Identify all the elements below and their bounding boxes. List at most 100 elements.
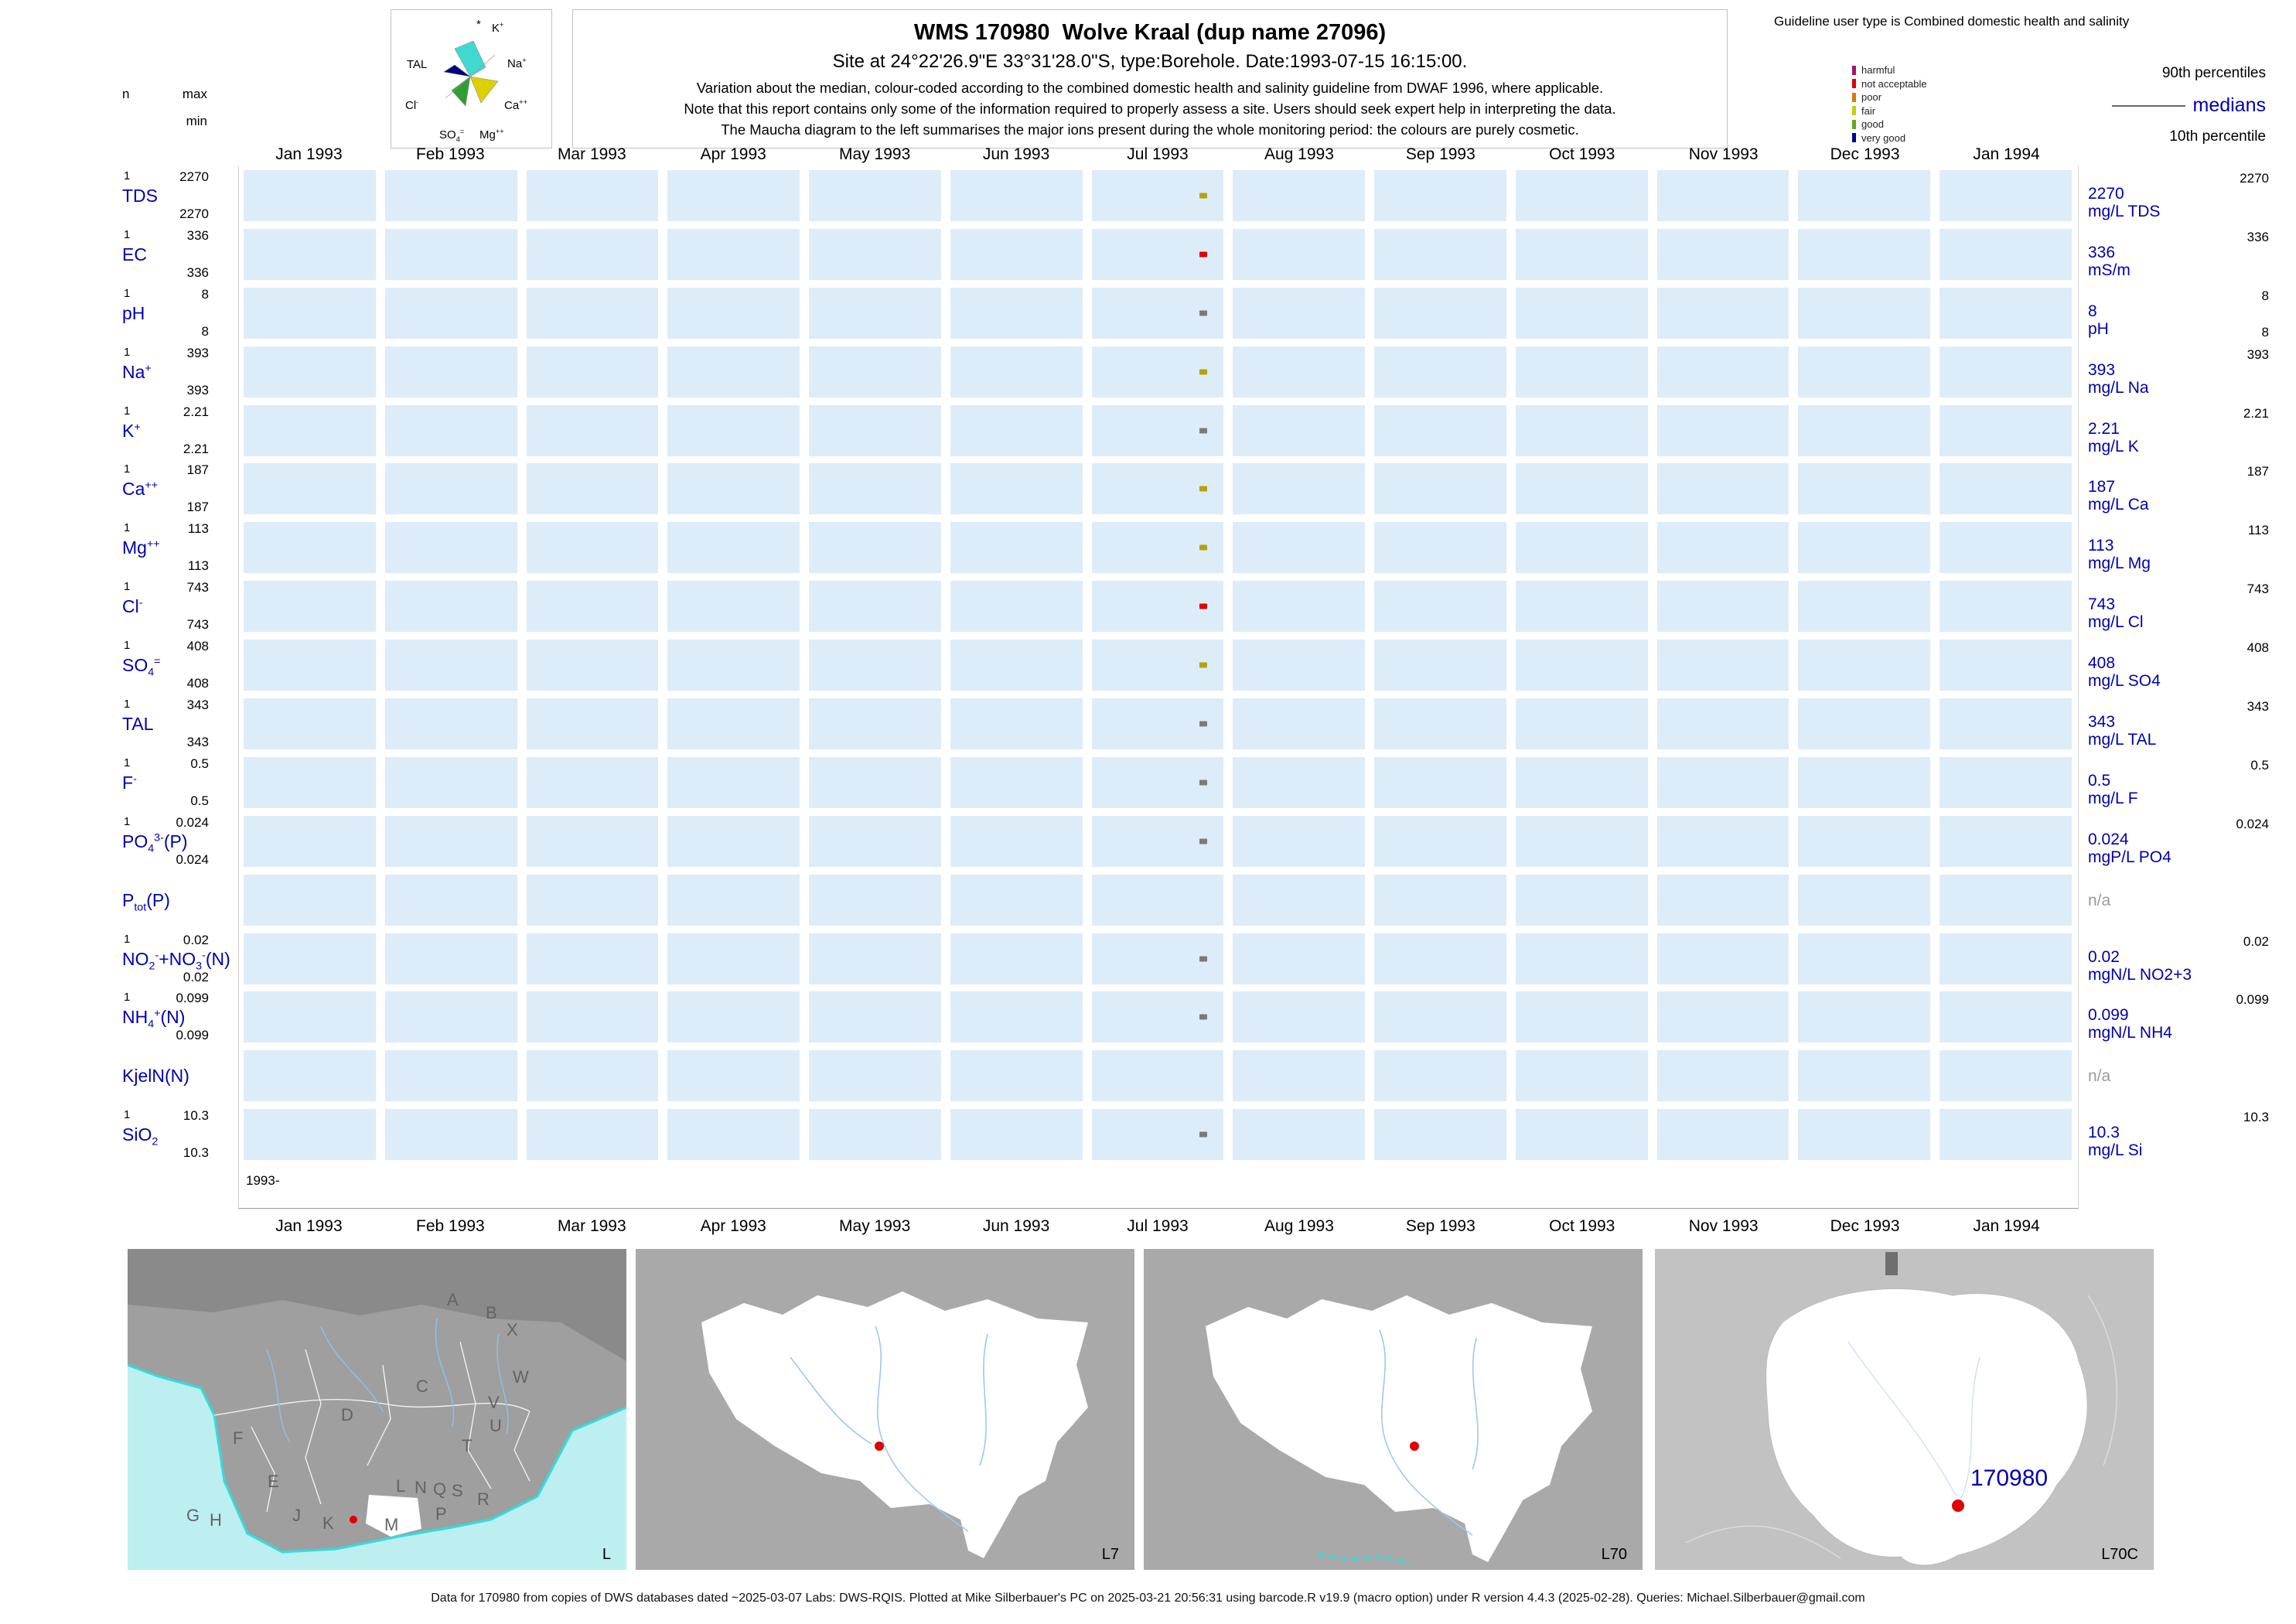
rivers bbox=[790, 1325, 988, 1532]
month-band bbox=[1798, 522, 1931, 574]
map-region-L70C: 170980 L70C bbox=[1655, 1249, 2154, 1570]
month-label: Oct 1993 bbox=[1549, 1217, 1615, 1235]
guideline-title: Guideline user type is Combined domestic… bbox=[1774, 14, 2130, 29]
row-left: 1 2270 TDS 2270 bbox=[122, 166, 209, 225]
month-band bbox=[1656, 404, 1789, 456]
row-median-value: 113 bbox=[2088, 537, 2114, 555]
maucha-ion-na: Na+ bbox=[507, 56, 527, 70]
month-band bbox=[1798, 1050, 1931, 1102]
row-band bbox=[239, 756, 2076, 808]
month-band bbox=[950, 640, 1083, 691]
parameter-label: Ptot(P) bbox=[122, 889, 170, 914]
month-band bbox=[526, 581, 659, 633]
value-na: n/a bbox=[2088, 891, 2111, 909]
row-median-value: 393 bbox=[2088, 360, 2116, 379]
month-band bbox=[1233, 815, 1366, 867]
row-left: 1 113 Mg++ 113 bbox=[122, 518, 209, 577]
row-p90-value: 0.099 bbox=[2236, 992, 2269, 1008]
month-band bbox=[1515, 581, 1648, 633]
month-band bbox=[1374, 463, 1506, 515]
month-band bbox=[667, 1050, 800, 1102]
region-letter-N: N bbox=[415, 1478, 427, 1497]
row-min: 0.5 bbox=[122, 793, 209, 809]
map-panel-label: L bbox=[602, 1546, 611, 1563]
region-letter-F: F bbox=[233, 1428, 243, 1448]
month-band bbox=[950, 815, 1083, 867]
month-band bbox=[244, 287, 376, 339]
month-band bbox=[244, 1050, 376, 1102]
region-letter-H: H bbox=[210, 1510, 222, 1530]
month-band bbox=[1233, 170, 1366, 221]
month-band bbox=[1233, 640, 1366, 691]
row-n-max: 1 2.21 bbox=[122, 404, 209, 420]
sample-point bbox=[1199, 310, 1208, 316]
month-band bbox=[526, 640, 659, 691]
month-band bbox=[1515, 522, 1648, 574]
month-band bbox=[1798, 991, 1931, 1043]
maucha-wedge-cyan bbox=[454, 40, 486, 77]
month-band bbox=[667, 228, 800, 280]
guideline-color-chip bbox=[1852, 79, 1856, 89]
month-band bbox=[384, 346, 517, 397]
row-median-value: 2270 bbox=[2088, 185, 2124, 203]
row-right: 0.02 0.02 mgN/L NO2+3 bbox=[2086, 930, 2269, 988]
map-region-L7: L7 bbox=[636, 1249, 1134, 1570]
sample-point bbox=[1199, 1014, 1208, 1020]
month-band bbox=[809, 463, 941, 515]
month-band bbox=[1374, 815, 1506, 867]
site-marker bbox=[875, 1441, 884, 1451]
month-band bbox=[667, 581, 800, 633]
parameter-chart: 1 2270 TDS 2270 2270 2270 mg/L TDS 1 336 EC 336 336… bbox=[0, 166, 2296, 1164]
month-band bbox=[950, 1050, 1083, 1102]
month-band bbox=[809, 170, 941, 221]
row-right: 113 113 mg/L Mg bbox=[2086, 518, 2269, 577]
month-band bbox=[1515, 933, 1648, 984]
month-band bbox=[667, 170, 800, 221]
row-max-value: 2.21 bbox=[183, 404, 209, 419]
month-band bbox=[384, 874, 517, 926]
month-band bbox=[1656, 1050, 1789, 1102]
month-band bbox=[1656, 522, 1789, 574]
year-axis-label: 1993- bbox=[246, 1173, 280, 1188]
month-label: Jan 1993 bbox=[275, 1217, 343, 1235]
row-max-value: 8 bbox=[201, 286, 209, 302]
month-band bbox=[1233, 1050, 1366, 1102]
month-band bbox=[809, 228, 941, 280]
row-min: 2270 bbox=[122, 206, 209, 222]
catchment-region bbox=[1765, 1288, 2088, 1566]
month-band bbox=[1374, 933, 1506, 984]
month-band bbox=[950, 698, 1083, 750]
row-min: 408 bbox=[122, 676, 209, 691]
row-p90-value: 343 bbox=[2247, 699, 2269, 715]
row-p10-value: 8 bbox=[2261, 324, 2269, 339]
neighbour-boundaries bbox=[1685, 1295, 2118, 1559]
row-min-value: 343 bbox=[186, 735, 209, 750]
row-unit-label: mg/L TDS bbox=[2088, 203, 2161, 220]
row-n-max: 1 187 bbox=[122, 462, 209, 478]
parameter-label: Mg++ bbox=[122, 537, 160, 558]
row-min-value: 2.21 bbox=[183, 441, 209, 456]
row-median-value: 10.3 bbox=[2088, 1124, 2120, 1142]
parameter-label: TAL bbox=[122, 714, 154, 735]
month-band bbox=[384, 581, 517, 633]
month-band bbox=[1798, 346, 1931, 397]
left-column-headers: n max min bbox=[122, 87, 207, 129]
month-band bbox=[1939, 287, 2072, 339]
row-n-value: 1 bbox=[124, 756, 131, 769]
region-letter-L: L bbox=[396, 1476, 405, 1496]
maucha-ion-mg: Mg++ bbox=[479, 128, 504, 142]
guideline-legend: Guideline user type is Combined domestic… bbox=[1763, 14, 2289, 153]
month-band bbox=[1939, 933, 2072, 984]
n-header: n bbox=[122, 87, 130, 101]
region-letter-T: T bbox=[462, 1436, 472, 1455]
row-right: 393 393 mg/L Na bbox=[2086, 343, 2269, 401]
row-min-value: 10.3 bbox=[183, 1145, 209, 1161]
month-band bbox=[1939, 228, 2072, 280]
region-letter-Q: Q bbox=[433, 1479, 446, 1499]
month-band bbox=[809, 698, 941, 750]
row-unit-label: mg/L SO4 bbox=[2088, 672, 2161, 691]
month-band bbox=[1656, 463, 1789, 515]
month-band bbox=[384, 170, 517, 221]
month-band bbox=[667, 933, 800, 984]
